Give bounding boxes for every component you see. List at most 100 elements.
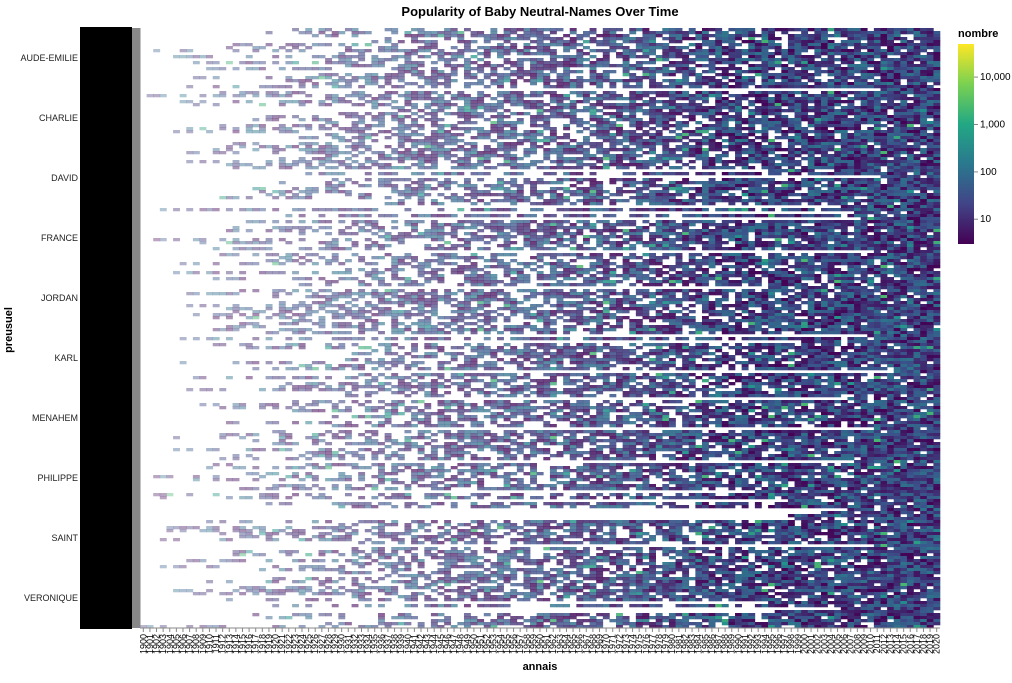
heatmap-cell: [695, 193, 703, 197]
heatmap-cell: [827, 202, 835, 206]
heatmap-cell: [602, 43, 610, 47]
heatmap-cell: [344, 94, 352, 98]
heatmap-cell: [655, 31, 663, 35]
heatmap-cell: [397, 40, 405, 44]
heatmap-cell: [569, 115, 577, 119]
heatmap-cell: [926, 229, 934, 233]
heatmap-cell: [748, 196, 756, 200]
heatmap-cell: [358, 196, 366, 200]
heatmap-cell: [873, 55, 881, 59]
heatmap-cell: [900, 208, 908, 212]
heatmap-cell: [662, 115, 670, 119]
heatmap-cell: [536, 178, 544, 182]
heatmap-cell: [635, 67, 643, 71]
heatmap-cell: [933, 37, 941, 41]
heatmap-cell: [582, 100, 590, 104]
heatmap-cell: [616, 241, 623, 245]
heatmap-cell: [801, 61, 809, 65]
heatmap-cell: [675, 52, 683, 56]
heatmap-cell: [695, 64, 703, 68]
heatmap-cell: [854, 142, 861, 146]
heatmap-cell: [629, 214, 637, 218]
heatmap-cell: [510, 247, 518, 251]
heatmap-cell: [668, 106, 676, 110]
heatmap-cell: [768, 172, 776, 176]
heatmap-cell: [192, 55, 200, 59]
heatmap-cell: [576, 163, 584, 167]
heatmap-cell: [735, 139, 742, 143]
heatmap-cell: [331, 208, 339, 212]
heatmap-cell: [649, 244, 656, 248]
heatmap-cell: [834, 199, 842, 203]
heatmap-cell: [893, 139, 901, 143]
heatmap-cell: [893, 106, 901, 110]
heatmap-cell: [715, 145, 723, 149]
heatmap-cell: [530, 34, 537, 38]
heatmap-cell: [854, 160, 861, 164]
heatmap-cell: [893, 211, 901, 215]
heatmap-cell: [794, 64, 802, 68]
heatmap-cell: [880, 61, 888, 65]
heatmap-cell: [754, 100, 762, 104]
heatmap-cell: [278, 157, 286, 161]
heatmap-cell: [463, 166, 471, 170]
heatmap-cell: [708, 187, 716, 191]
heatmap-cell: [893, 109, 901, 113]
heatmap-cell: [854, 163, 861, 167]
heatmap-cell: [602, 130, 610, 134]
heatmap-cell: [364, 220, 372, 224]
heatmap-cell: [728, 172, 736, 176]
heatmap-cell: [721, 133, 729, 137]
heatmap-cell: [371, 79, 379, 83]
heatmap-cell: [430, 172, 438, 176]
heatmap-cell: [880, 103, 888, 107]
heatmap-cell: [735, 178, 742, 182]
heatmap-cell: [457, 127, 465, 131]
heatmap-cell: [503, 133, 511, 137]
heatmap-cell: [721, 154, 729, 158]
heatmap-cell: [563, 142, 571, 146]
heatmap-cell: [854, 202, 861, 206]
heatmap-cell: [576, 178, 584, 182]
heatmap-cell: [933, 118, 941, 122]
heatmap-cell: [860, 73, 868, 77]
heatmap-cell: [530, 232, 537, 236]
heatmap-cell: [827, 82, 835, 86]
heatmap-cell: [622, 145, 630, 149]
heatmap-cell: [549, 91, 557, 95]
heatmap-cell: [225, 196, 233, 200]
heatmap-cell: [801, 103, 809, 107]
heatmap-cell: [695, 82, 703, 86]
heatmap-cell: [417, 61, 425, 65]
heatmap-cell: [596, 232, 604, 236]
heatmap-cell: [543, 223, 551, 227]
heatmap-cell: [437, 34, 445, 38]
heatmap-cell: [549, 232, 557, 236]
heatmap-cell: [516, 49, 524, 53]
heatmap-cell: [662, 148, 670, 152]
heatmap-cell: [424, 178, 432, 182]
heatmap-cell: [906, 187, 914, 191]
heatmap-cell: [854, 190, 861, 194]
heatmap-cell: [602, 118, 610, 122]
heatmap-cell: [748, 82, 756, 86]
heatmap-cell: [424, 184, 432, 188]
heatmap-cell: [437, 238, 445, 242]
heatmap-cell: [721, 199, 729, 203]
heatmap-cell: [728, 61, 736, 65]
heatmap-cell: [682, 55, 690, 59]
heatmap-cell: [655, 55, 663, 59]
heatmap-cell: [404, 187, 412, 191]
heatmap-cell: [556, 154, 564, 158]
heatmap-cell: [688, 97, 696, 101]
heatmap-cell: [635, 139, 643, 143]
heatmap-cell: [728, 226, 736, 230]
heatmap-cell: [463, 58, 471, 62]
heatmap-cell: [576, 58, 584, 62]
heatmap-cell: [794, 124, 802, 128]
heatmap-cell: [768, 193, 776, 197]
heatmap-cell: [404, 235, 412, 239]
heatmap-cell: [602, 226, 610, 230]
heatmap-cell: [305, 160, 313, 164]
heatmap-cell: [814, 112, 822, 116]
